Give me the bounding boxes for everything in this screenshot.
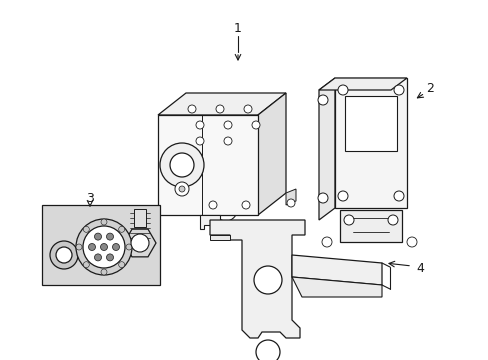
Circle shape xyxy=(337,85,347,95)
Circle shape xyxy=(106,254,113,261)
Bar xyxy=(339,210,401,242)
Polygon shape xyxy=(285,189,295,205)
Circle shape xyxy=(94,254,102,261)
Circle shape xyxy=(251,121,260,129)
Text: 1: 1 xyxy=(234,22,242,35)
Circle shape xyxy=(175,182,189,196)
Text: 4: 4 xyxy=(415,261,423,274)
Circle shape xyxy=(337,191,347,201)
Circle shape xyxy=(76,244,82,250)
Circle shape xyxy=(56,247,72,263)
Circle shape xyxy=(119,226,124,232)
Circle shape xyxy=(286,199,294,207)
Circle shape xyxy=(256,340,280,360)
Circle shape xyxy=(101,269,107,275)
Circle shape xyxy=(83,226,89,232)
Circle shape xyxy=(160,143,203,187)
Circle shape xyxy=(393,85,403,95)
Circle shape xyxy=(83,226,125,268)
Polygon shape xyxy=(258,93,285,215)
Circle shape xyxy=(242,201,249,209)
Bar xyxy=(134,209,146,227)
Bar xyxy=(345,96,396,151)
Circle shape xyxy=(393,191,403,201)
Circle shape xyxy=(224,137,231,145)
Circle shape xyxy=(196,137,203,145)
Polygon shape xyxy=(318,78,334,220)
Circle shape xyxy=(321,237,331,247)
Polygon shape xyxy=(124,229,156,257)
Text: 2: 2 xyxy=(425,81,433,95)
Polygon shape xyxy=(59,249,69,261)
Circle shape xyxy=(83,262,89,268)
Circle shape xyxy=(406,237,416,247)
Polygon shape xyxy=(291,277,381,297)
Polygon shape xyxy=(334,78,406,208)
Bar xyxy=(42,205,160,285)
Circle shape xyxy=(387,215,397,225)
Circle shape xyxy=(253,266,282,294)
Circle shape xyxy=(106,233,113,240)
Polygon shape xyxy=(209,235,229,240)
Circle shape xyxy=(101,219,107,225)
Circle shape xyxy=(317,95,327,105)
Polygon shape xyxy=(291,255,381,285)
Polygon shape xyxy=(209,220,305,338)
Circle shape xyxy=(179,186,184,192)
Circle shape xyxy=(94,233,102,240)
Circle shape xyxy=(343,215,353,225)
Circle shape xyxy=(76,219,132,275)
Circle shape xyxy=(101,243,107,251)
Circle shape xyxy=(208,201,217,209)
Circle shape xyxy=(170,153,194,177)
Circle shape xyxy=(50,241,78,269)
Circle shape xyxy=(216,105,224,113)
Circle shape xyxy=(88,243,95,251)
Polygon shape xyxy=(200,215,220,229)
Circle shape xyxy=(196,121,203,129)
Circle shape xyxy=(131,234,149,252)
Circle shape xyxy=(317,193,327,203)
Polygon shape xyxy=(158,115,258,215)
Circle shape xyxy=(112,243,119,251)
Polygon shape xyxy=(318,78,406,90)
Circle shape xyxy=(224,121,231,129)
Polygon shape xyxy=(158,93,285,115)
Circle shape xyxy=(244,105,251,113)
Text: 3: 3 xyxy=(86,192,94,204)
Circle shape xyxy=(126,244,132,250)
Circle shape xyxy=(187,105,196,113)
Circle shape xyxy=(119,262,124,268)
